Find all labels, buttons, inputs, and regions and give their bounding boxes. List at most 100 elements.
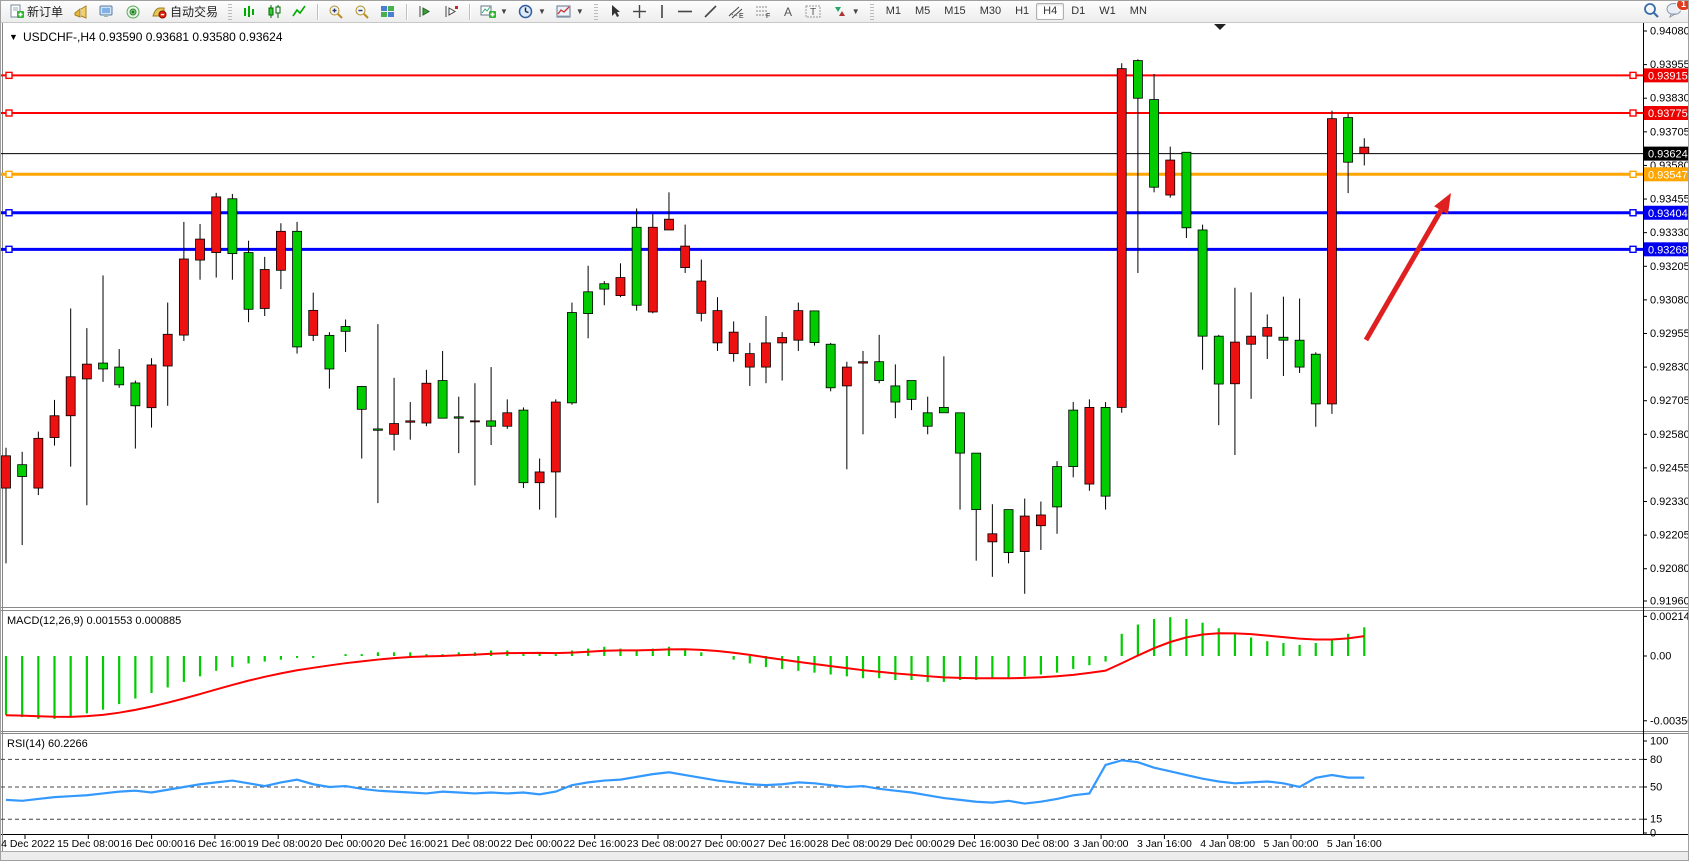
timeframe-button-MN[interactable]: MN [1129,5,1147,17]
search-icon[interactable] [1643,2,1660,21]
trendline-button[interactable] [698,3,723,20]
auto-scroll-button[interactable] [412,3,438,20]
svg-text:F: F [766,13,770,19]
chat-unread-badge: 1 [1675,1,1688,11]
crosshair-button[interactable] [627,3,652,20]
terminal-icon [99,4,115,19]
price-axis[interactable]: 0.940800.939550.938300.937050.935800.934… [1643,26,1689,608]
svg-text:20 Dec 00:00: 20 Dec 00:00 [310,838,373,850]
terminal-button[interactable] [94,3,120,20]
chevron-down-icon: ▼ [851,7,860,16]
svg-text:19 Dec 08:00: 19 Dec 08:00 [247,838,310,850]
text-icon: A [782,4,795,19]
svg-text:4 Jan 08:00: 4 Jan 08:00 [1200,838,1255,850]
hline-handle[interactable] [1629,209,1637,217]
chat-button[interactable]: 1 [1666,1,1688,21]
vertical-line-button[interactable] [652,3,672,20]
hline-handle[interactable] [1629,245,1637,254]
hline-handle[interactable] [5,109,13,117]
svg-text:0.92330: 0.92330 [1650,496,1689,508]
horizontal-line-icon [677,4,693,19]
svg-text:0.92580: 0.92580 [1650,429,1689,441]
svg-text:20 Dec 16:00: 20 Dec 16:00 [374,838,437,850]
svg-text:-0.003502: -0.003502 [1650,715,1689,727]
svg-text:0.00: 0.00 [1650,651,1671,663]
time-axis[interactable]: 14 Dec 2022 15 Dec 08:00 16 Dec 00:00 16 De… [1,835,1382,850]
timeframe-button-W1[interactable]: W1 [1099,5,1116,17]
horizontal-line-button[interactable] [672,3,698,20]
profiles-button[interactable]: ▼ [513,3,551,20]
svg-text:0.92455: 0.92455 [1650,462,1689,474]
svg-text:29 Dec 00:00: 29 Dec 00:00 [880,838,943,850]
svg-text:0.92205: 0.92205 [1650,530,1689,542]
toolbar-separator [406,3,408,20]
svg-text:50: 50 [1650,782,1662,794]
zoom-out-button[interactable] [349,3,375,20]
hline-handle[interactable] [1629,71,1637,80]
zoom-group [320,1,404,22]
new-chart-icon [480,4,497,19]
templates-button[interactable]: ▼ [551,3,589,20]
zoom-in-button[interactable] [323,3,349,20]
svg-text:3 Jan 00:00: 3 Jan 00:00 [1074,838,1129,850]
arrow-objects-icon [832,4,848,19]
market-watch-button[interactable] [68,3,94,20]
line-chart-button[interactable] [287,3,312,20]
trend-arrow-annotation[interactable] [1363,193,1451,342]
text-button[interactable]: A [777,3,800,20]
rsi-panel[interactable]: RSI(14) 60.2266 100 80 50 15 0 [1,736,1668,840]
autotrade-button[interactable]: 自动交易 [146,3,223,20]
hline-handle[interactable] [1629,170,1637,179]
tile-windows-button[interactable] [375,3,401,20]
line-chart-icon [292,4,307,19]
toolbar-grip [228,3,233,20]
svg-text:16 Dec 16:00: 16 Dec 16:00 [184,838,247,850]
hline-handle[interactable] [5,71,13,80]
new-chart-button[interactable]: ▼ [475,3,513,20]
zoom-out-icon [354,4,370,19]
clock-icon [518,4,534,19]
new-order-icon [9,4,24,19]
autotrade-icon [151,4,167,19]
chart-shift-button[interactable] [438,3,464,20]
timeframe-button-D1[interactable]: D1 [1071,5,1086,17]
text-label-button[interactable]: T [800,3,827,20]
hline-handle[interactable] [1629,109,1637,117]
zoom-in-icon [328,4,344,19]
hline-handle[interactable] [5,209,13,217]
toolbar-grip [593,3,598,20]
svg-text:0.002143: 0.002143 [1650,611,1689,623]
timeframe-button-H4[interactable]: H4 [1036,3,1065,20]
timeframe-button-M30[interactable]: M30 [979,5,1002,17]
main-toolbar: 新订单 自动交易 ▼ ▼ [1,1,1688,23]
svg-text:0.92080: 0.92080 [1650,563,1689,575]
svg-text:0.93205: 0.93205 [1650,261,1689,273]
cursor-button[interactable] [603,3,627,20]
svg-text:0.91960: 0.91960 [1650,596,1689,608]
template-icon [556,4,572,19]
svg-text:5 Jan 16:00: 5 Jan 16:00 [1327,838,1382,850]
signals-button[interactable] [120,3,146,20]
arrows-button[interactable]: ▼ [827,3,865,20]
svg-text:0: 0 [1650,828,1656,840]
macd-panel[interactable]: MACD(12,26,9) 0.001553 0.000885 0.002143 0… [4,611,1689,727]
svg-text:0.92830: 0.92830 [1650,362,1689,374]
timeframe-button-H1[interactable]: H1 [1015,5,1030,17]
hline-handle[interactable] [5,170,13,179]
fibonacci-button[interactable]: F [750,3,777,20]
candlesticks [1,59,1370,594]
svg-text:100: 100 [1650,736,1668,748]
timeframe-button-M15[interactable]: M15 [944,5,966,17]
svg-text:15 Dec 08:00: 15 Dec 08:00 [57,838,120,850]
svg-text:MACD(12,26,9) 0.001553 0.00088: MACD(12,26,9) 0.001553 0.000885 [7,615,181,627]
timeframe-button-M5[interactable]: M5 [915,5,931,17]
timeframe-button-M1[interactable]: M1 [885,5,901,17]
horizontal-lines[interactable] [1,71,1643,254]
new-order-button[interactable]: 新订单 [4,3,68,20]
equidistant-channel-button[interactable]: E [723,3,750,20]
candle-chart-button[interactable] [262,3,287,20]
hline-handle[interactable] [5,245,13,254]
autotrade-label: 自动交易 [170,5,219,19]
bar-chart-button[interactable] [237,3,262,20]
